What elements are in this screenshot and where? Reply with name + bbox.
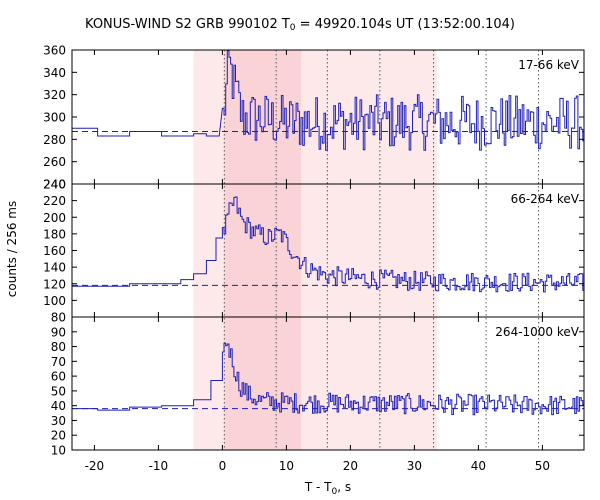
y-tick-label: 220 xyxy=(43,194,66,208)
y-tick-label: 60 xyxy=(51,370,66,384)
light-curve-series xyxy=(72,50,584,151)
y-tick-label: 50 xyxy=(51,384,66,398)
y-tick-label: 120 xyxy=(43,277,66,291)
x-tick-label: 10 xyxy=(279,459,294,473)
light-curve-series xyxy=(72,342,584,416)
chart-title: KONUS-WIND S2 GRB 990102 T0 = 49920.104s… xyxy=(85,17,515,33)
x-tick-label: 40 xyxy=(471,459,486,473)
x-tick-label: -10 xyxy=(149,459,169,473)
y-axis-label: counts / 256 ms xyxy=(5,201,19,297)
y-tick-label: 240 xyxy=(43,178,66,192)
y-tick-label: 160 xyxy=(43,244,66,258)
y-tick-label: 280 xyxy=(43,133,66,147)
y-tick-label: 70 xyxy=(51,355,66,369)
band-label: 17-66 keV xyxy=(518,58,580,72)
y-tick-label: 320 xyxy=(43,88,66,102)
panel-frame xyxy=(71,316,585,451)
x-axis-label: T - T0, s xyxy=(304,480,351,497)
x-tick-label: 30 xyxy=(407,459,422,473)
y-tick-label: 180 xyxy=(43,227,66,241)
y-tick-label: 30 xyxy=(51,414,66,428)
light-curve-series xyxy=(72,196,584,293)
y-tick-label: 20 xyxy=(51,429,66,443)
band-label: 66-264 keV xyxy=(511,192,580,206)
x-tick-label: 0 xyxy=(219,459,227,473)
band-label: 264-1000 keV xyxy=(495,325,579,339)
y-tick-label: 100 xyxy=(43,294,66,308)
y-tick-label: 80 xyxy=(51,311,66,325)
y-tick-label: 40 xyxy=(51,399,66,413)
y-tick-label: 260 xyxy=(43,155,66,169)
y-tick-label: 10 xyxy=(51,444,66,458)
y-tick-label: 200 xyxy=(43,211,66,225)
y-tick-label: 80 xyxy=(51,340,66,354)
x-tick-label: 20 xyxy=(343,459,358,473)
y-tick-label: 340 xyxy=(43,66,66,80)
y-tick-label: 90 xyxy=(51,325,66,339)
y-tick-label: 360 xyxy=(43,44,66,58)
x-tick-label: -20 xyxy=(85,459,105,473)
y-tick-label: 140 xyxy=(43,261,66,275)
y-tick-label: 300 xyxy=(43,111,66,125)
y-tick-label: 240 xyxy=(43,178,66,192)
x-tick-label: 50 xyxy=(535,459,550,473)
